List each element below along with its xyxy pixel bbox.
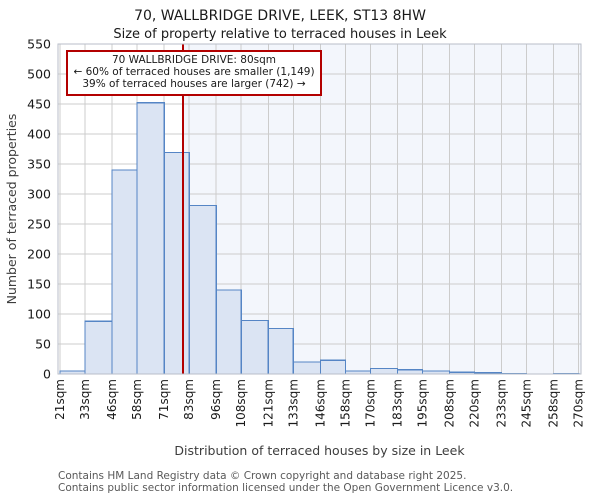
x-tick-label: 71sqm bbox=[157, 379, 171, 420]
histogram-bar bbox=[188, 204, 217, 375]
x-tick-label: 83sqm bbox=[182, 379, 196, 420]
chart-subtitle: Size of property relative to terraced ho… bbox=[113, 27, 447, 42]
footer-attribution: Contains HM Land Registry data © Crown c… bbox=[58, 470, 514, 494]
y-tick-label: 0 bbox=[43, 367, 51, 382]
footer-line-1: Contains HM Land Registry data © Crown c… bbox=[58, 470, 467, 482]
y-tick-label: 100 bbox=[27, 307, 51, 322]
plot-border bbox=[57, 43, 582, 375]
histogram-bar bbox=[84, 320, 113, 375]
x-tick-label: 133sqm bbox=[286, 379, 300, 427]
page-subtitle: Size of property relative to terraced ho… bbox=[0, 23, 560, 42]
y-tick-label: 50 bbox=[35, 337, 51, 352]
x-tick-label: 96sqm bbox=[209, 379, 223, 420]
y-axis-label: Number of terraced properties bbox=[4, 114, 19, 305]
x-tick-label: 220sqm bbox=[468, 379, 482, 427]
larger-than-marker-shaded-region bbox=[182, 44, 581, 374]
histogram-bar bbox=[369, 368, 399, 375]
histogram-bar bbox=[396, 369, 424, 375]
x-tick-label: 183sqm bbox=[390, 379, 404, 427]
histogram-bar bbox=[240, 320, 269, 375]
x-tick-label: 108sqm bbox=[234, 379, 248, 427]
x-tick-label: 21sqm bbox=[53, 379, 67, 420]
x-tick-label: 233sqm bbox=[495, 379, 509, 427]
y-tick-label: 200 bbox=[27, 247, 51, 262]
x-tick-label: 170sqm bbox=[363, 379, 377, 427]
annotation-property-line: 70 WALLBRIDGE DRIVE: 80sqm bbox=[111, 54, 277, 66]
y-tick-label: 550 bbox=[27, 37, 51, 52]
x-tick-label: 46sqm bbox=[105, 379, 119, 420]
x-tick-label: 146sqm bbox=[313, 379, 327, 427]
footer-line-2: Contains public sector information licen… bbox=[58, 481, 514, 494]
x-tick-label: 58sqm bbox=[130, 379, 144, 420]
y-tick-label: 400 bbox=[27, 127, 51, 142]
x-tick-label: 121sqm bbox=[261, 379, 275, 427]
y-tick-label: 250 bbox=[27, 217, 51, 232]
y-tick-label: 500 bbox=[27, 67, 51, 82]
x-tick-label: 245sqm bbox=[520, 379, 534, 427]
histogram-bar bbox=[319, 359, 346, 375]
x-tick-label: 258sqm bbox=[547, 379, 561, 427]
y-tick-label: 350 bbox=[27, 157, 51, 172]
x-tick-label: 158sqm bbox=[338, 379, 352, 427]
marker-annotation-box: 70 WALLBRIDGE DRIVE: 80sqm ← 60% of terr… bbox=[66, 50, 322, 96]
y-tick-label: 450 bbox=[27, 97, 51, 112]
histogram-bar bbox=[292, 361, 321, 375]
chart-title: 70, WALLBRIDGE DRIVE, LEEK, ST13 8HW bbox=[134, 8, 426, 24]
x-axis-label: Distribution of terraced houses by size … bbox=[174, 443, 465, 458]
page-title: 70, WALLBRIDGE DRIVE, LEEK, ST13 8HW bbox=[0, 5, 560, 24]
histogram-bar bbox=[111, 169, 138, 375]
x-tick-label: 33sqm bbox=[78, 379, 92, 420]
histogram-bar bbox=[215, 289, 242, 375]
histogram-bar bbox=[163, 152, 190, 375]
histogram-bar bbox=[136, 102, 165, 375]
histogram-bar bbox=[267, 327, 294, 375]
y-tick-label: 300 bbox=[27, 187, 51, 202]
x-tick-label: 195sqm bbox=[415, 379, 429, 427]
annotation-larger-line: 39% of terraced houses are larger (742) … bbox=[82, 78, 306, 91]
x-tick-label: 208sqm bbox=[443, 379, 457, 427]
annotation-smaller-line: ← 60% of terraced houses are smaller (1,… bbox=[73, 66, 315, 79]
y-tick-label: 150 bbox=[27, 277, 51, 292]
x-tick-label: 270sqm bbox=[572, 379, 586, 427]
